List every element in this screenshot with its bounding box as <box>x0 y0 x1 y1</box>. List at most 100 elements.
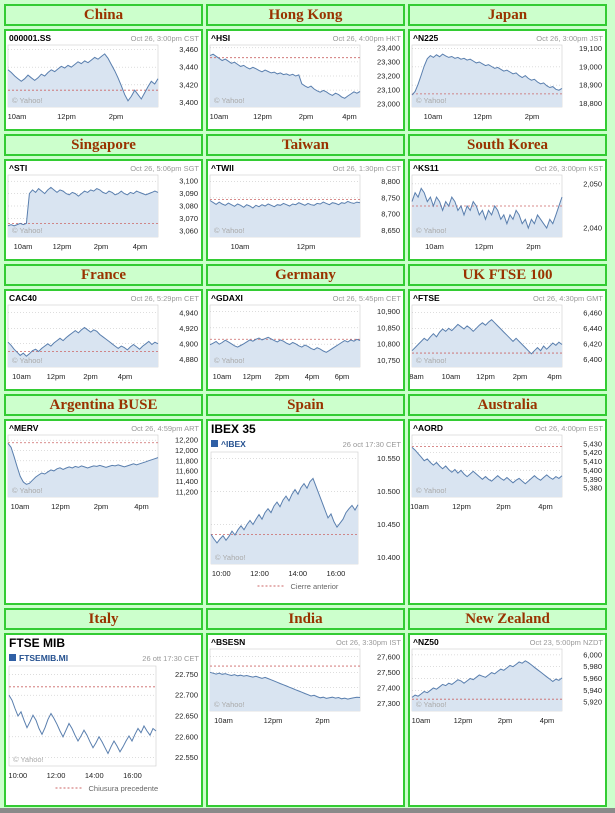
y-axis-label: 2,050 <box>583 179 602 188</box>
y-axis-label: 12,000 <box>175 446 198 455</box>
y-axis-label: 22.650 <box>175 712 198 721</box>
x-axis-label: 2pm <box>275 372 290 381</box>
stock-chart-uk-ftse-100: 6,460 6,440 6,420 6,400 8am 10am 12pm 2pm 4pm ^FT… <box>410 291 605 389</box>
chart-symbol: ^GDAXI <box>211 293 243 303</box>
market-block-uk-ftse-100: UK FTSE 100 6,460 6,440 6,420 6,400 8am 10am 1… <box>408 264 607 391</box>
y-axis-label: 6,460 <box>583 308 602 317</box>
chart-symbol: FTSEMIB.MI <box>19 653 68 663</box>
x-axis-label: 4pm <box>134 502 149 511</box>
x-axis-label: 12pm <box>476 372 495 381</box>
market-title-india: India <box>206 608 405 630</box>
x-axis-label: 4pm <box>305 372 320 381</box>
yahoo-watermark: © Yahoo! <box>12 96 43 105</box>
x-axis-label: 10am <box>14 242 33 251</box>
series-area <box>8 327 158 367</box>
series-area <box>210 337 360 367</box>
market-title-taiwan: Taiwan <box>206 134 405 156</box>
chart-timestamp: 26 ott 17:30 CET <box>142 654 199 663</box>
market-title-argentina-buse: Argentina BUSE <box>4 394 203 416</box>
series-area <box>412 319 562 367</box>
x-axis-label: 12pm <box>51 502 70 511</box>
y-axis-label: 5,390 <box>583 475 602 484</box>
yahoo-watermark: © Yahoo! <box>416 486 447 495</box>
chart-box-argentina-buse: 12,200 12,000 11,800 11,600 11,400 11,200 10am… <box>4 419 203 605</box>
legend-square-icon <box>9 654 16 661</box>
stock-chart-india: 27,600 27,500 27,400 27,300 10am 12pm 2pm ^BSES… <box>208 635 403 733</box>
series-line <box>209 671 361 700</box>
y-axis-label: 4,920 <box>179 324 198 333</box>
y-axis-label: 27,500 <box>377 668 400 677</box>
y-axis-label: 11,400 <box>176 477 198 486</box>
y-axis-label: 11,800 <box>176 456 198 465</box>
market-title-france: France <box>4 264 203 286</box>
x-axis-label: 2pm <box>525 112 540 121</box>
x-axis-label: 12pm <box>297 242 316 251</box>
chart-timestamp: Oct 26, 4:59pm ART <box>131 424 199 433</box>
yahoo-watermark: © Yahoo! <box>214 96 245 105</box>
y-axis-label: 5,380 <box>583 484 602 493</box>
stock-chart-japan: 19,100 19,000 18,900 18,800 10am 12pm 2pm ^N225… <box>410 31 605 129</box>
series-area <box>210 672 360 711</box>
chart-heading: FTSE MIB <box>9 636 65 650</box>
stock-chart-spain: 10.550 10.500 10.450 10.400 10:00 12:00 14:00 1… <box>208 421 403 603</box>
y-axis-label: 10,900 <box>377 307 400 316</box>
x-axis-label: 8am <box>410 372 424 381</box>
x-axis-label: 4pm <box>133 242 148 251</box>
y-axis-label: 5,410 <box>583 457 602 466</box>
x-axis-label: 2pm <box>83 372 98 381</box>
x-axis-label: 12:00 <box>47 771 66 780</box>
x-axis-label: 4pm <box>342 112 357 121</box>
y-axis-label: 19,100 <box>579 44 602 53</box>
x-axis-label: 10:00 <box>8 771 27 780</box>
series-area <box>210 54 360 107</box>
market-title-italy: Italy <box>4 608 203 630</box>
legend-square-icon <box>211 440 218 447</box>
chart-symbol: ^BSESN <box>211 637 245 647</box>
y-axis-label: 6,440 <box>583 324 602 333</box>
x-axis-label: 2pm <box>496 502 511 511</box>
y-axis-label: 10,800 <box>377 340 400 349</box>
market-title-south-korea: South Korea <box>408 134 607 156</box>
y-axis-label: 3,100 <box>179 177 198 186</box>
x-axis-label: 10am <box>11 502 30 511</box>
chart-timestamp: Oct 26, 1:30pm CST <box>333 164 402 173</box>
legend-prev-close-label: Chiusura precedente <box>89 784 159 793</box>
series-area <box>8 187 158 237</box>
y-axis-label: 5,420 <box>583 448 602 457</box>
y-axis-label: 12,200 <box>175 436 198 445</box>
series-line <box>411 447 563 485</box>
yahoo-watermark: © Yahoo! <box>215 553 246 562</box>
stock-chart-singapore: 3,100 3,090 3,080 3,070 3,060 10am 12pm 2pm 4pm ^… <box>6 161 201 259</box>
chart-box-uk-ftse-100: 6,460 6,440 6,420 6,400 8am 10am 12pm 2pm 4pm ^FT… <box>408 289 607 391</box>
chart-box-spain: 10.550 10.500 10.450 10.400 10:00 12:00 14:00 1… <box>206 419 405 605</box>
series-line <box>209 200 361 209</box>
y-axis-label: 11,600 <box>176 467 198 476</box>
x-axis-label: 2pm <box>299 112 314 121</box>
stock-chart-new-zealand: 6,000 5,980 5,960 5,940 5,920 10am 12pm 2pm 4pm ^… <box>410 635 605 733</box>
y-axis-label: 3,070 <box>179 214 198 223</box>
chart-box-germany: 10,900 10,850 10,800 10,750 10am 12pm 2pm 4pm 6p… <box>206 289 405 391</box>
x-axis-label: 10am <box>12 372 31 381</box>
y-axis-label: 5,430 <box>583 439 602 448</box>
market-block-new-zealand: New Zealand 6,000 5,980 5,960 5,940 5,920 10a… <box>408 608 607 807</box>
y-axis-label: 23,000 <box>377 100 400 109</box>
market-block-france: France 4,940 4,920 4,900 4,880 10am 12pm 2pm 4p… <box>4 264 203 391</box>
chart-symbol: ^FTSE <box>413 293 440 303</box>
x-axis-label: 2pm <box>94 242 109 251</box>
y-axis-label: 10.400 <box>377 553 400 562</box>
y-axis-label: 4,880 <box>179 355 198 364</box>
chart-timestamp: Oct 26, 3:00pm KST <box>535 164 603 173</box>
y-axis-label: 8,650 <box>381 226 400 235</box>
x-axis-label: 10am <box>210 112 229 121</box>
market-block-italy: Italy 22.750 22.700 22.650 22.600 22.550 10:0… <box>4 608 203 807</box>
chart-symbol: ^MERV <box>9 423 39 433</box>
y-axis-label: 6,420 <box>583 339 602 348</box>
yahoo-watermark: © Yahoo! <box>12 226 43 235</box>
series-area <box>8 443 158 497</box>
chart-timestamp: Oct 26, 3:00pm CST <box>131 34 200 43</box>
chart-timestamp: Oct 23, 5:00pm NZDT <box>530 638 604 647</box>
y-axis-label: 3,440 <box>179 63 198 72</box>
